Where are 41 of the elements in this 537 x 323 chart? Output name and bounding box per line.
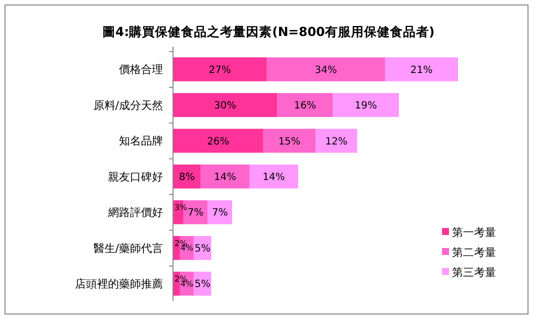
chart-title: 圖4:購買保健食品之考量因素(N=800有服用保健食品者): [102, 24, 435, 39]
bar: [316, 128, 358, 153]
legend-label: 第一考量: [452, 226, 496, 239]
bar: [173, 128, 264, 153]
data-label: 3%: [174, 203, 188, 212]
bar: [385, 57, 458, 82]
bar: [249, 164, 298, 188]
data-label: 30%: [214, 100, 236, 112]
legend-label: 第二考量: [452, 246, 496, 259]
bar: [173, 93, 278, 118]
data-label: 14%: [214, 172, 236, 183]
y-tick-label: 網路評價好: [107, 206, 163, 220]
legend-label: 第三考量: [452, 266, 496, 279]
y-tick-label: 醫生/藥師代言: [93, 242, 163, 255]
bar: [173, 57, 267, 82]
bar: [277, 93, 333, 118]
data-label: 34%: [314, 64, 338, 76]
y-tick-label: 親友口碑好: [108, 170, 163, 184]
y-tick-label: 店頭裡的藥師推薦: [75, 278, 163, 291]
y-tick-label: 價格合理: [119, 63, 163, 76]
data-label: 4%: [180, 279, 194, 288]
bar: [332, 93, 399, 118]
bar: [200, 164, 250, 188]
data-label: 5%: [194, 243, 210, 254]
data-label: 19%: [354, 100, 378, 112]
y-tick-label: 知名品牌: [119, 134, 163, 148]
data-label: 7%: [212, 208, 228, 219]
bar: [266, 57, 386, 82]
data-label: 27%: [208, 64, 232, 76]
data-label: 7%: [188, 208, 204, 219]
data-label: 4%: [180, 244, 194, 253]
data-label: 15%: [278, 136, 301, 148]
bar: [263, 128, 316, 153]
data-label: 26%: [207, 136, 230, 148]
data-label: 21%: [410, 64, 433, 76]
data-label: 12%: [325, 136, 348, 148]
data-label: 16%: [294, 100, 316, 112]
data-label: 5%: [194, 279, 210, 290]
data-label: 14%: [262, 172, 285, 183]
data-label: 8%: [178, 172, 195, 183]
y-tick-label: 原料/成分天然: [93, 98, 163, 112]
